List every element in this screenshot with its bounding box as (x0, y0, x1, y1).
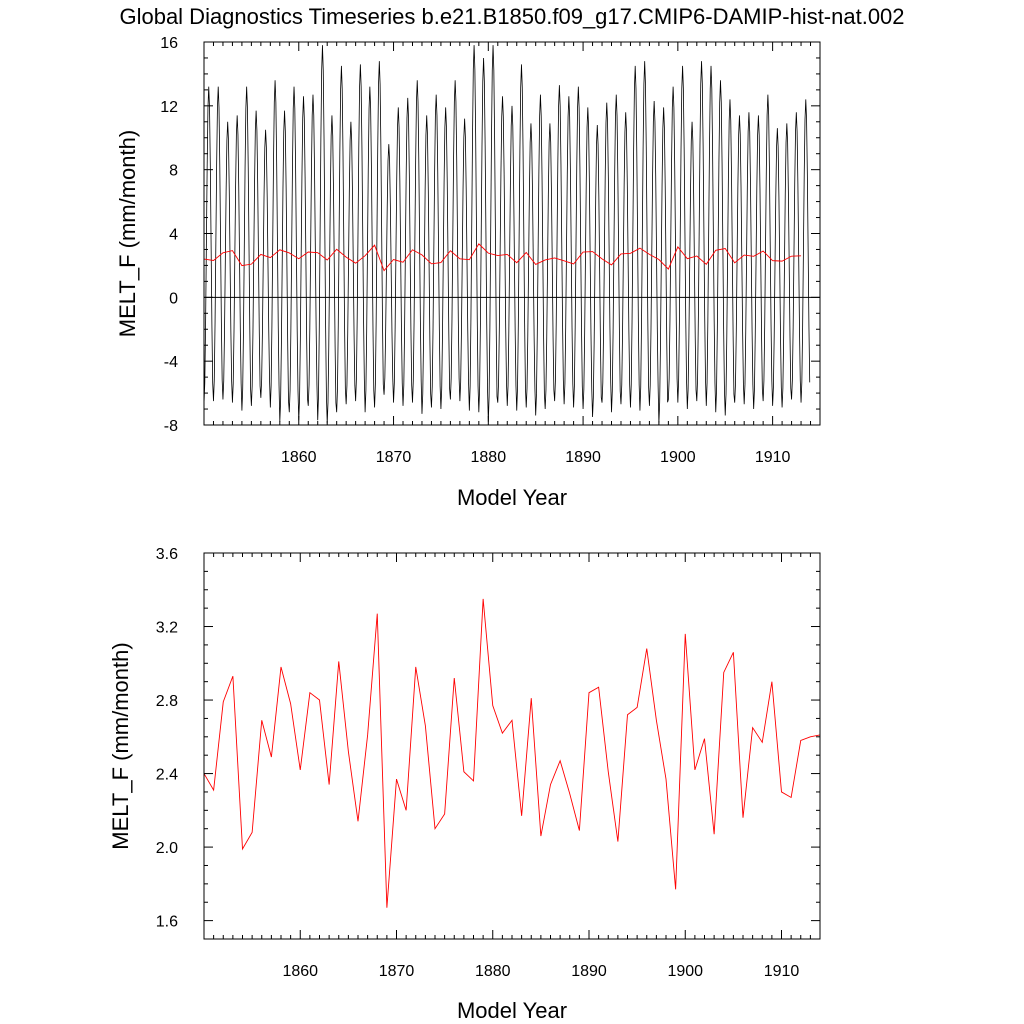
top-y-tick-label: 0 (169, 290, 178, 307)
top-series-annual-line (203, 243, 802, 272)
bottom-y-tick-label: 1.6 (156, 914, 178, 931)
top-y-tick-label: 12 (160, 99, 178, 116)
top-x-tick-label: 1890 (565, 449, 601, 466)
top-x-tick-label: 1860 (281, 449, 317, 466)
bottom-x-axis-label: Model Year (457, 998, 567, 1023)
bottom-x-tick-label: 1860 (282, 963, 318, 980)
bottom-series-annual-line (203, 598, 821, 908)
bottom-y-axis-label: MELT_F (mm/month) (108, 642, 133, 849)
bottom-x-tick-label: 1880 (475, 963, 511, 980)
top-x-axis-label: Model Year (457, 485, 567, 510)
top-y-tick-label: 16 (160, 35, 178, 52)
top-y-tick-label: -4 (164, 354, 178, 371)
chart-title: Global Diagnostics Timeseries b.e21.B185… (119, 4, 904, 29)
top-x-tick-label: 1910 (755, 449, 791, 466)
top-plot-frame (203, 41, 821, 426)
top-y-tick-label: 8 (169, 163, 178, 180)
top-panel: 1860 1870 1880 1890 1900 1910 -8 -4 0 4 8 12 16 Mode… (115, 35, 821, 510)
bottom-x-tick-label: 1890 (571, 963, 607, 980)
top-y-tick-label: 4 (169, 227, 178, 244)
bottom-y-tick-label: 3.2 (156, 620, 178, 637)
bottom-y-tick-label: 2.8 (156, 693, 178, 710)
bottom-x-tick-label: 1910 (764, 963, 800, 980)
bottom-y-tick-label: 3.6 (156, 546, 178, 563)
bottom-y-tick-label: 2.4 (156, 767, 178, 784)
top-y-tick-label: -8 (164, 418, 178, 435)
top-y-axis-label: MELT_F (mm/month) (115, 130, 140, 337)
top-series-monthly-line (203, 45, 811, 424)
bottom-panel: 1860 1870 1880 1890 1900 1910 1.6 2.0 2.4 2.8 3.2 3… (108, 546, 821, 1023)
bottom-x-tick-label: 1900 (667, 963, 703, 980)
bottom-x-tick-label: 1870 (379, 963, 415, 980)
bottom-plot-frame (203, 552, 821, 940)
bottom-y-tick-label: 2.0 (156, 840, 178, 857)
top-x-tick-label: 1900 (660, 449, 696, 466)
top-x-tick-label: 1870 (376, 449, 412, 466)
top-x-tick-label: 1880 (471, 449, 507, 466)
